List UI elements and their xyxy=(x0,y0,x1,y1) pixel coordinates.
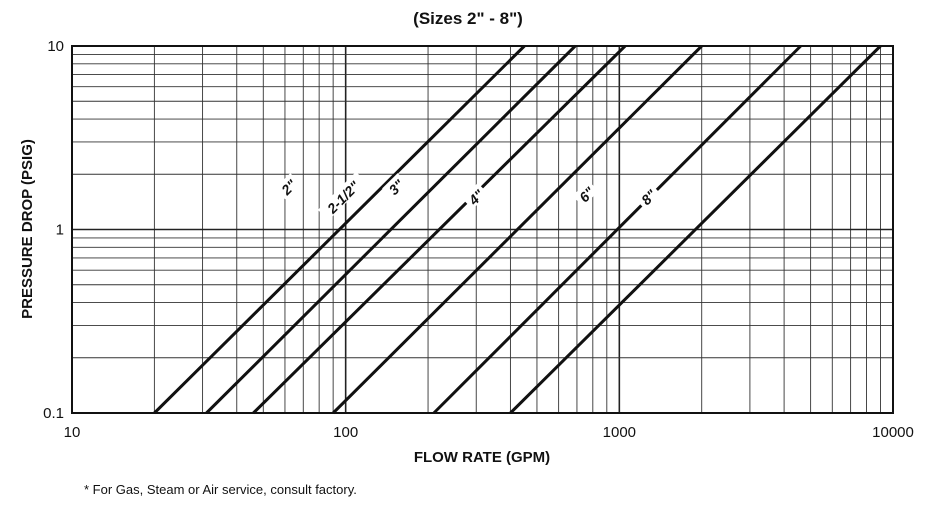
series-label-background xyxy=(572,180,599,207)
x-tick-label: 10000 xyxy=(872,424,914,441)
footnote: * For Gas, Steam or Air service, consult… xyxy=(84,482,357,497)
series-labels: 2" 2-1/2" 3" 4" 6" 8" xyxy=(274,171,661,221)
series-line xyxy=(509,44,882,415)
series-label-background xyxy=(634,183,661,210)
series-label-background xyxy=(274,173,301,200)
series-line xyxy=(432,44,802,415)
x-axis-label: FLOW RATE (GPM) xyxy=(414,449,550,466)
plot-frame xyxy=(71,45,894,414)
x-tick-label: 1000 xyxy=(603,424,636,441)
series-label-background xyxy=(382,173,409,200)
series-label-background xyxy=(317,171,367,221)
series-line xyxy=(153,44,526,415)
chart-title: (Sizes 2" - 8") xyxy=(413,9,523,28)
series-line xyxy=(252,44,627,415)
series-line xyxy=(332,44,703,415)
tick-labels: 10 100 1000 10000 0.1 1 10 xyxy=(43,38,914,441)
y-tick-label: 10 xyxy=(47,38,64,55)
series-group xyxy=(153,44,882,415)
series-line xyxy=(205,44,577,415)
x-tick-label: 100 xyxy=(333,424,358,441)
series-label-background xyxy=(462,183,489,210)
y-tick-label: 1 xyxy=(56,222,64,239)
x-tick-label: 10 xyxy=(64,424,81,441)
grid xyxy=(72,46,893,413)
y-axis-label: PRESSURE DROP (PSIG) xyxy=(19,139,36,319)
y-tick-label: 0.1 xyxy=(43,405,64,422)
